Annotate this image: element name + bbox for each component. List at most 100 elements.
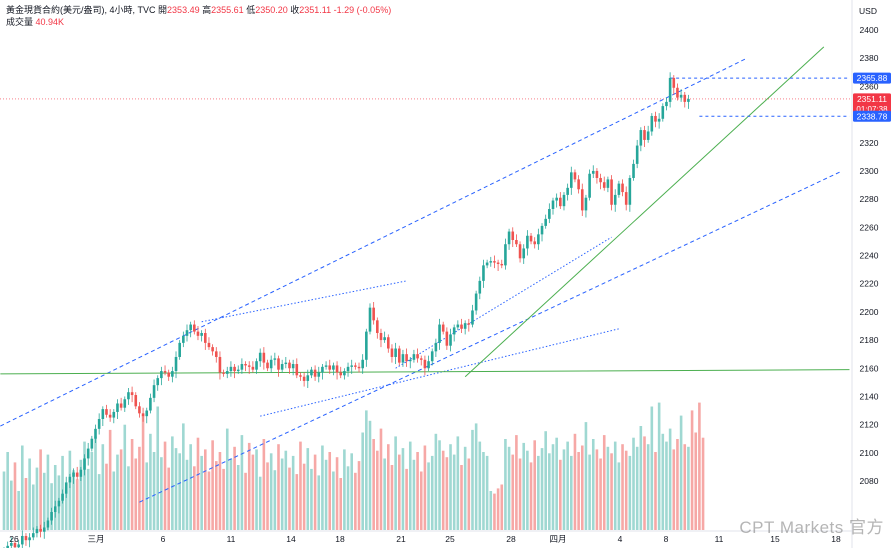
candle-body — [540, 225, 544, 235]
volume-bar — [335, 457, 339, 530]
candle-body — [42, 527, 46, 532]
volume-bar — [408, 441, 412, 530]
candle-body — [138, 406, 141, 414]
time-axis[interactable]: 26 三月 6 11 14 18 21 25 28 四月 4 8 11 15 18 — [9, 534, 841, 544]
candle-body — [313, 369, 317, 377]
candle-body — [584, 197, 588, 211]
y-tick-label: 2120 — [860, 420, 879, 430]
candle-body — [646, 131, 650, 140]
candle-body — [174, 356, 178, 372]
volume-bar — [694, 432, 698, 530]
x-tick-label: 11 — [227, 534, 236, 544]
candle-body — [339, 372, 343, 376]
candle-body — [57, 500, 61, 507]
candle-body — [507, 231, 511, 245]
candle-body — [317, 372, 321, 377]
x-tick-label: 6 — [161, 534, 166, 544]
volume-bar — [588, 454, 591, 530]
candle-body — [218, 356, 222, 373]
volume-bar — [138, 446, 141, 530]
candle-body — [606, 179, 610, 188]
candle-body — [478, 280, 482, 294]
candle-body — [343, 371, 346, 376]
candle-body — [200, 333, 203, 336]
y-tick-label: 2300 — [860, 166, 879, 176]
candle-body — [130, 392, 134, 396]
y-tick-label: 2360 — [860, 81, 879, 91]
countdown-label-text: 01:07:38 — [856, 105, 888, 114]
candle-body — [123, 399, 127, 408]
volume-bar — [511, 454, 515, 530]
candle-body — [284, 362, 288, 365]
volume-bar — [302, 463, 306, 530]
volume-bar — [434, 433, 438, 530]
candle-body — [105, 409, 108, 415]
volume-bar — [46, 454, 50, 530]
candle-body — [10, 543, 13, 546]
candle-body — [628, 177, 632, 205]
candle-body — [127, 392, 130, 400]
volume-bar — [108, 429, 112, 530]
volume-bar — [90, 452, 94, 530]
volume-bar — [555, 437, 558, 530]
volume-bar — [225, 428, 229, 530]
volume-bar — [357, 461, 361, 530]
candle-body — [328, 365, 332, 370]
volume-bar — [53, 465, 57, 530]
volume-bar — [156, 406, 160, 530]
volume-bar — [233, 446, 236, 530]
volume-bar — [97, 474, 101, 530]
volume-bar — [580, 445, 584, 530]
price-label-text: 2351.11 — [857, 94, 887, 104]
volume-bar — [6, 452, 9, 530]
candle-body — [591, 170, 595, 174]
candle-body — [229, 366, 233, 372]
x-tick-label: 26 — [9, 534, 19, 544]
x-tick-label: 11 — [715, 534, 724, 544]
candle-body — [621, 183, 624, 193]
candle-body — [324, 365, 328, 367]
x-tick-label: 四月 — [549, 534, 566, 544]
volume-bar — [595, 449, 599, 530]
volume-bar — [123, 424, 127, 530]
candle-body — [368, 307, 372, 332]
volume-bar — [376, 450, 379, 530]
candle-body — [204, 333, 207, 343]
candle-body — [108, 414, 112, 418]
candle-body — [79, 469, 83, 477]
candle-body — [562, 194, 566, 207]
candle-body — [533, 241, 536, 245]
volume-bar — [193, 466, 196, 530]
candle-body — [13, 543, 17, 548]
candle-body — [610, 179, 613, 205]
legend-high-value: 2355.61 — [211, 5, 244, 15]
volume-bar — [332, 471, 335, 530]
volume-bar — [613, 441, 617, 530]
candle-body — [17, 544, 20, 548]
volume-bar — [518, 458, 522, 530]
candle-body — [72, 472, 75, 477]
candle-body — [416, 354, 419, 359]
candle-body — [405, 354, 408, 362]
candle-body — [141, 413, 145, 417]
candle-body — [350, 365, 353, 367]
volume-bar — [537, 455, 540, 530]
candle-body — [493, 261, 496, 263]
volume-bar — [269, 453, 273, 530]
price-axis[interactable]: USD 2080 2100 2120 2140 2160 2180 2200 2220 2240 2… — [859, 6, 879, 486]
volume-bar — [42, 472, 46, 530]
y-tick-label: 2260 — [860, 222, 879, 232]
candle-body — [665, 101, 668, 107]
candle-body — [445, 331, 449, 346]
y-tick-label: 2240 — [860, 251, 879, 261]
candle-body — [182, 335, 185, 343]
candle-body — [211, 347, 214, 352]
legend-open-label: 開 — [158, 5, 168, 15]
volume-bar — [152, 452, 156, 530]
volume-bar — [617, 462, 621, 530]
volume-bar — [167, 467, 170, 530]
candle-body — [6, 545, 9, 548]
volume-bar — [306, 448, 310, 530]
candle-body — [511, 231, 515, 240]
